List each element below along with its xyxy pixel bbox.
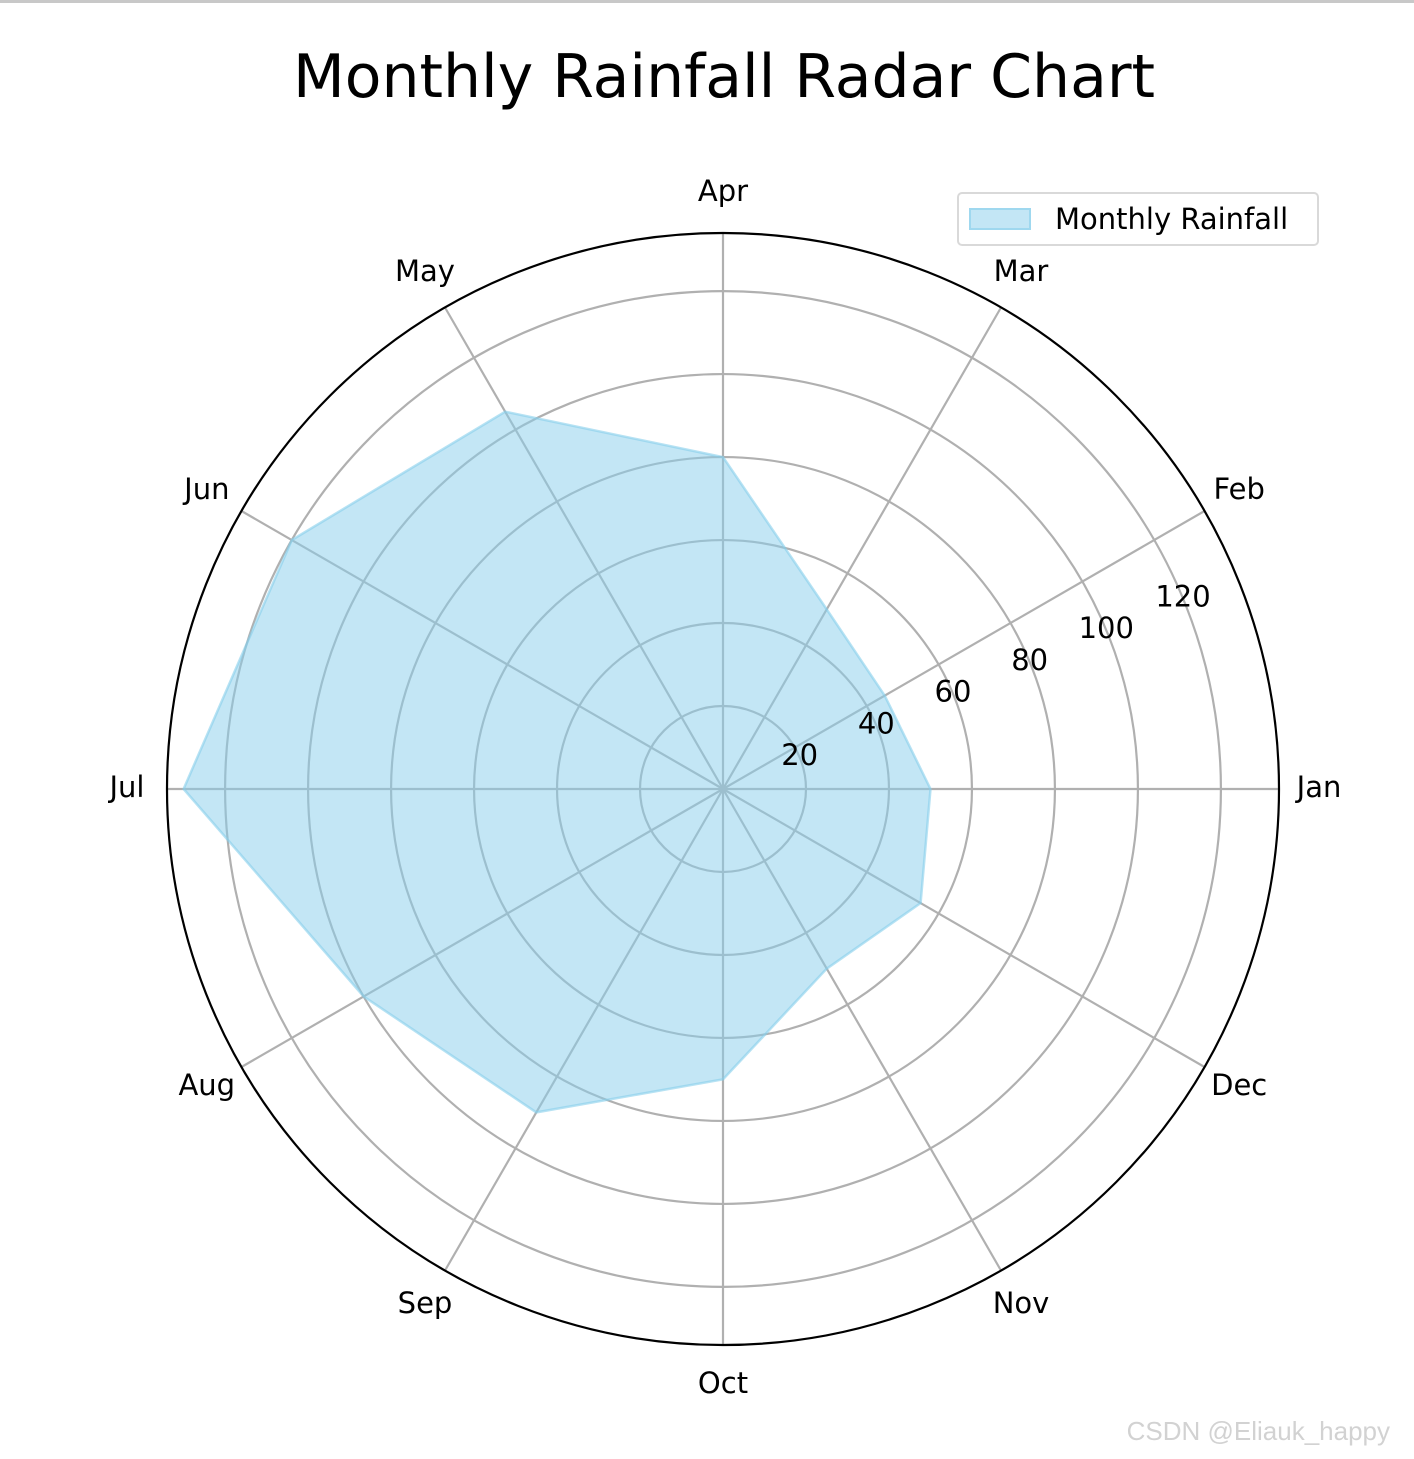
legend: Monthly Rainfall — [957, 192, 1319, 246]
category-label: Dec — [1211, 1068, 1267, 1102]
radial-tick-label: 120 — [1155, 580, 1210, 614]
watermark: CSDN @Eliauk_happy — [1126, 1416, 1390, 1446]
series-area — [182, 410, 932, 1114]
radial-tick-label: 40 — [858, 707, 895, 741]
radial-tick-label: 60 — [935, 675, 972, 709]
polar-frame — [165, 231, 1281, 1347]
legend-label: Monthly Rainfall — [1055, 202, 1289, 236]
category-label: Jul — [108, 770, 145, 804]
category-label: Apr — [698, 174, 748, 208]
category-label: Sep — [398, 1286, 453, 1320]
radial-tick-label: 20 — [781, 738, 818, 772]
category-label: Jan — [1295, 770, 1342, 804]
radial-tick-label: 100 — [1079, 611, 1134, 645]
radial-tick-label: 80 — [1011, 643, 1048, 677]
category-label: Oct — [698, 1366, 748, 1400]
legend-swatch — [969, 208, 1031, 230]
category-label: Feb — [1214, 472, 1265, 506]
top-border — [0, 0, 1414, 3]
category-label: Mar — [994, 254, 1049, 288]
category-label: Nov — [993, 1286, 1050, 1320]
category-label: Jun — [182, 472, 229, 506]
category-label: Aug — [178, 1068, 235, 1102]
chart-title: Monthly Rainfall Radar Chart — [292, 42, 1156, 112]
category-label: May — [395, 254, 455, 288]
